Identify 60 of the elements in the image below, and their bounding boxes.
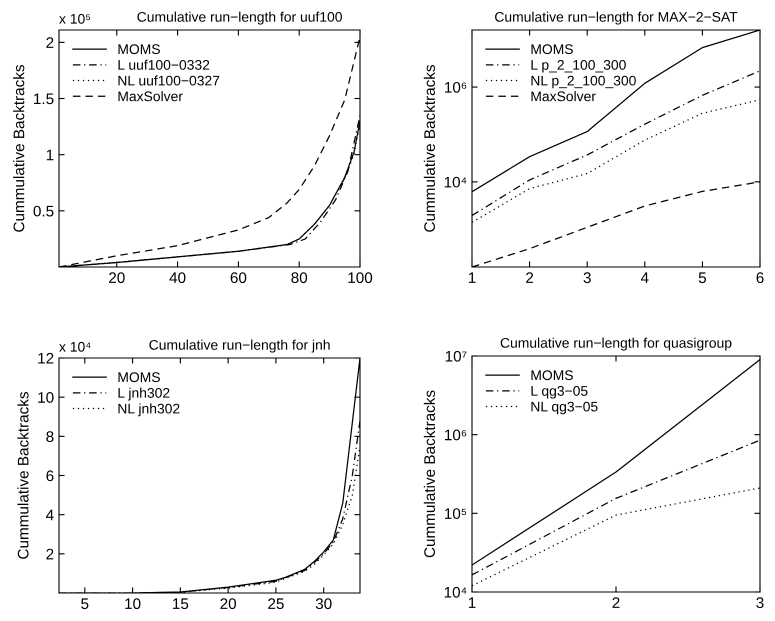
x-tick-label: 2 bbox=[612, 597, 620, 608]
y-tick-label: 10⁶ bbox=[445, 430, 466, 440]
y-tick-label: 4 bbox=[46, 510, 54, 520]
x-tick-label: 10 bbox=[125, 598, 140, 610]
chart-title: Cumulative run−length for MAX−2−SAT bbox=[495, 12, 738, 25]
y-tick-label: 10⁴ bbox=[444, 176, 466, 188]
y-tick-label: 10⁴ bbox=[444, 586, 466, 598]
y-tick-label: 6 bbox=[46, 470, 54, 482]
y-tick-label: 2 bbox=[46, 37, 54, 48]
legend-label: NL uuf100−0327 bbox=[118, 75, 220, 86]
y-tick-label: 10 bbox=[38, 392, 54, 403]
x-tick-label: 6 bbox=[756, 272, 764, 284]
x-tick-label: 4 bbox=[640, 272, 649, 283]
y-tick-label: 1 bbox=[46, 150, 54, 160]
legend-label: MOMS bbox=[118, 372, 160, 382]
x-tick-label: 100 bbox=[348, 272, 372, 284]
y-tick-label: 10⁷ bbox=[446, 350, 467, 362]
legend-label: L uuf100−0332 bbox=[118, 60, 210, 70]
x-tick-label: 40 bbox=[169, 272, 186, 284]
x-tick-label: 20 bbox=[109, 272, 125, 284]
x-tick-label: 1 bbox=[468, 597, 476, 608]
y-axis-title: Cummulative Backtracks bbox=[17, 392, 29, 559]
x-tick-label: 15 bbox=[173, 598, 188, 610]
legend-label: NL jnh302 bbox=[118, 403, 180, 416]
legend-label: L qg3−05 bbox=[531, 386, 588, 399]
x-tick-label: 60 bbox=[230, 272, 246, 284]
y-tick-label: 10⁶ bbox=[445, 82, 466, 93]
legend-label: MOMS bbox=[531, 370, 573, 380]
legend-label: NL p_2_100_300 bbox=[531, 76, 636, 88]
y-tick-label: 10⁵ bbox=[444, 508, 466, 520]
text: x 10⁵ bbox=[59, 14, 90, 24]
legend-label: MaxSolver bbox=[531, 91, 596, 102]
x-tick-label: 5 bbox=[698, 272, 706, 284]
legend-label: MOMS bbox=[531, 44, 573, 54]
y-tick-label: 1.5 bbox=[34, 94, 54, 104]
y-tick-label: 2 bbox=[46, 548, 54, 560]
x-tick-label: 2 bbox=[526, 272, 534, 283]
legend-label: L p_2_100_300 bbox=[531, 60, 626, 73]
chart-title: Cumulative run−length for jnh bbox=[149, 340, 330, 353]
x-tick-label: 1 bbox=[468, 272, 476, 283]
x-tick-label: 25 bbox=[268, 598, 284, 610]
legend-label: MOMS bbox=[118, 44, 160, 54]
x-tick-label: 3 bbox=[756, 597, 764, 608]
legend-label: NL qg3−05 bbox=[531, 402, 598, 414]
legend-label: MaxSolver bbox=[118, 91, 183, 102]
x-tick-label: 5 bbox=[81, 598, 88, 610]
x-tick-label: 30 bbox=[316, 598, 332, 610]
chart-title: Cumulative run−length for quasigroup bbox=[500, 338, 732, 351]
y-tick-label: 8 bbox=[46, 431, 54, 442]
y-axis-title: Cummulative Backtracks bbox=[13, 65, 24, 232]
x-tick-label: 20 bbox=[220, 598, 236, 610]
y-tick-label: 12 bbox=[38, 352, 54, 364]
x-tick-label: 3 bbox=[584, 272, 591, 284]
chart-title: Cumulative run−length for uuf100 bbox=[137, 12, 342, 25]
y-axis-title: Cummulative Backtracks bbox=[424, 390, 436, 558]
y-axis-title: Cummulative Backtracks bbox=[424, 65, 436, 232]
text: x 10⁴ bbox=[59, 342, 91, 352]
x-tick-label: 80 bbox=[291, 272, 308, 284]
y-tick-label: 0.5 bbox=[34, 206, 54, 217]
legend-label: L jnh302 bbox=[118, 388, 170, 401]
